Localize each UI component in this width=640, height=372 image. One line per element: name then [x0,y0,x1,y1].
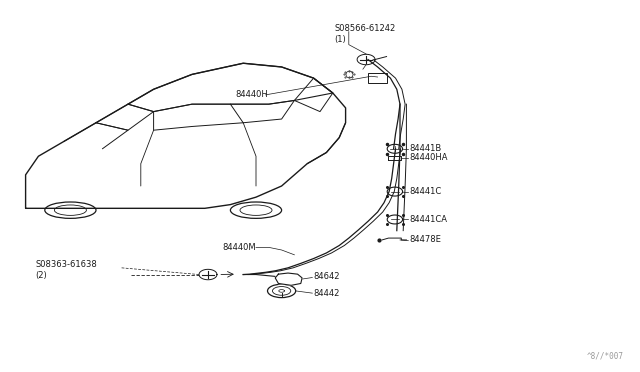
Text: 84441C: 84441C [410,187,442,196]
Text: 84440H: 84440H [236,90,268,99]
Text: ^8//*007: ^8//*007 [587,352,624,361]
Text: 84441CA: 84441CA [410,215,447,224]
Bar [368,73,387,83]
Text: 84441B: 84441B [410,144,442,153]
Text: S08566-61242
(1): S08566-61242 (1) [334,24,396,44]
Text: 84478E: 84478E [410,235,442,244]
Text: 84442: 84442 [314,289,340,298]
Text: S08363-61638
(2): S08363-61638 (2) [35,260,97,280]
Text: 84440M: 84440M [223,243,257,252]
Text: 84440HA: 84440HA [410,153,448,162]
Text: 84642: 84642 [314,272,340,281]
Polygon shape [275,273,302,285]
